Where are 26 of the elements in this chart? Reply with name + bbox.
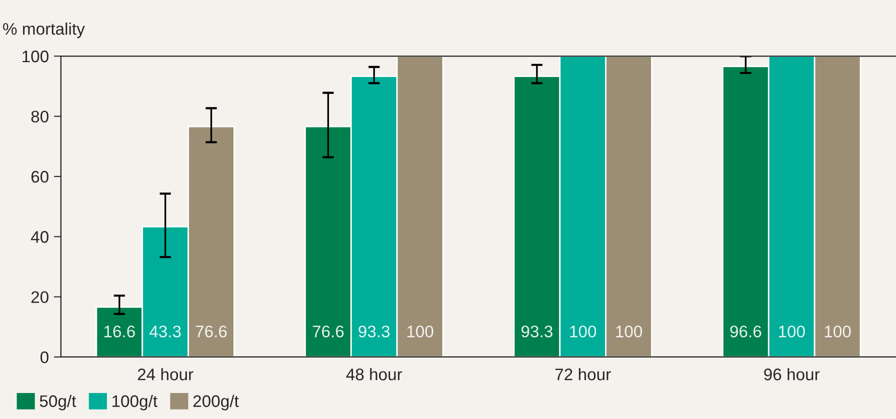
legend-label: 200g/t bbox=[193, 394, 239, 410]
y-tick-label: 80 bbox=[31, 110, 48, 123]
data-label: 76.6 bbox=[196, 326, 227, 338]
x-tick-label: 96 hour bbox=[764, 368, 820, 380]
x-tick-label: 72 hour bbox=[555, 368, 611, 380]
data-label: 93.3 bbox=[521, 326, 552, 338]
y-tick-label: 60 bbox=[31, 170, 48, 183]
y-tick-label: 20 bbox=[31, 291, 48, 304]
x-tick-label: 48 hour bbox=[346, 368, 402, 380]
y-axis-title: % mortality bbox=[3, 22, 85, 38]
data-label: 76.6 bbox=[312, 326, 344, 338]
y-tick-label: 0 bbox=[40, 351, 48, 364]
data-label: 93.3 bbox=[358, 326, 390, 338]
legend-label: 50g/t bbox=[40, 394, 76, 410]
data-label: 16.6 bbox=[104, 326, 135, 338]
data-label: 100 bbox=[570, 326, 596, 338]
y-tick-label: 40 bbox=[30, 231, 48, 243]
data-label: 100 bbox=[407, 326, 434, 338]
data-label: 96.6 bbox=[730, 326, 762, 338]
y-tick-label: 100 bbox=[22, 50, 48, 62]
data-label: 100 bbox=[824, 326, 851, 338]
legend-label: 100g/t bbox=[112, 394, 158, 410]
data-label: 43.3 bbox=[149, 326, 181, 338]
x-tick-label: 24 hour bbox=[138, 368, 194, 380]
data-label: 100 bbox=[778, 326, 805, 338]
data-label: 100 bbox=[616, 326, 642, 338]
